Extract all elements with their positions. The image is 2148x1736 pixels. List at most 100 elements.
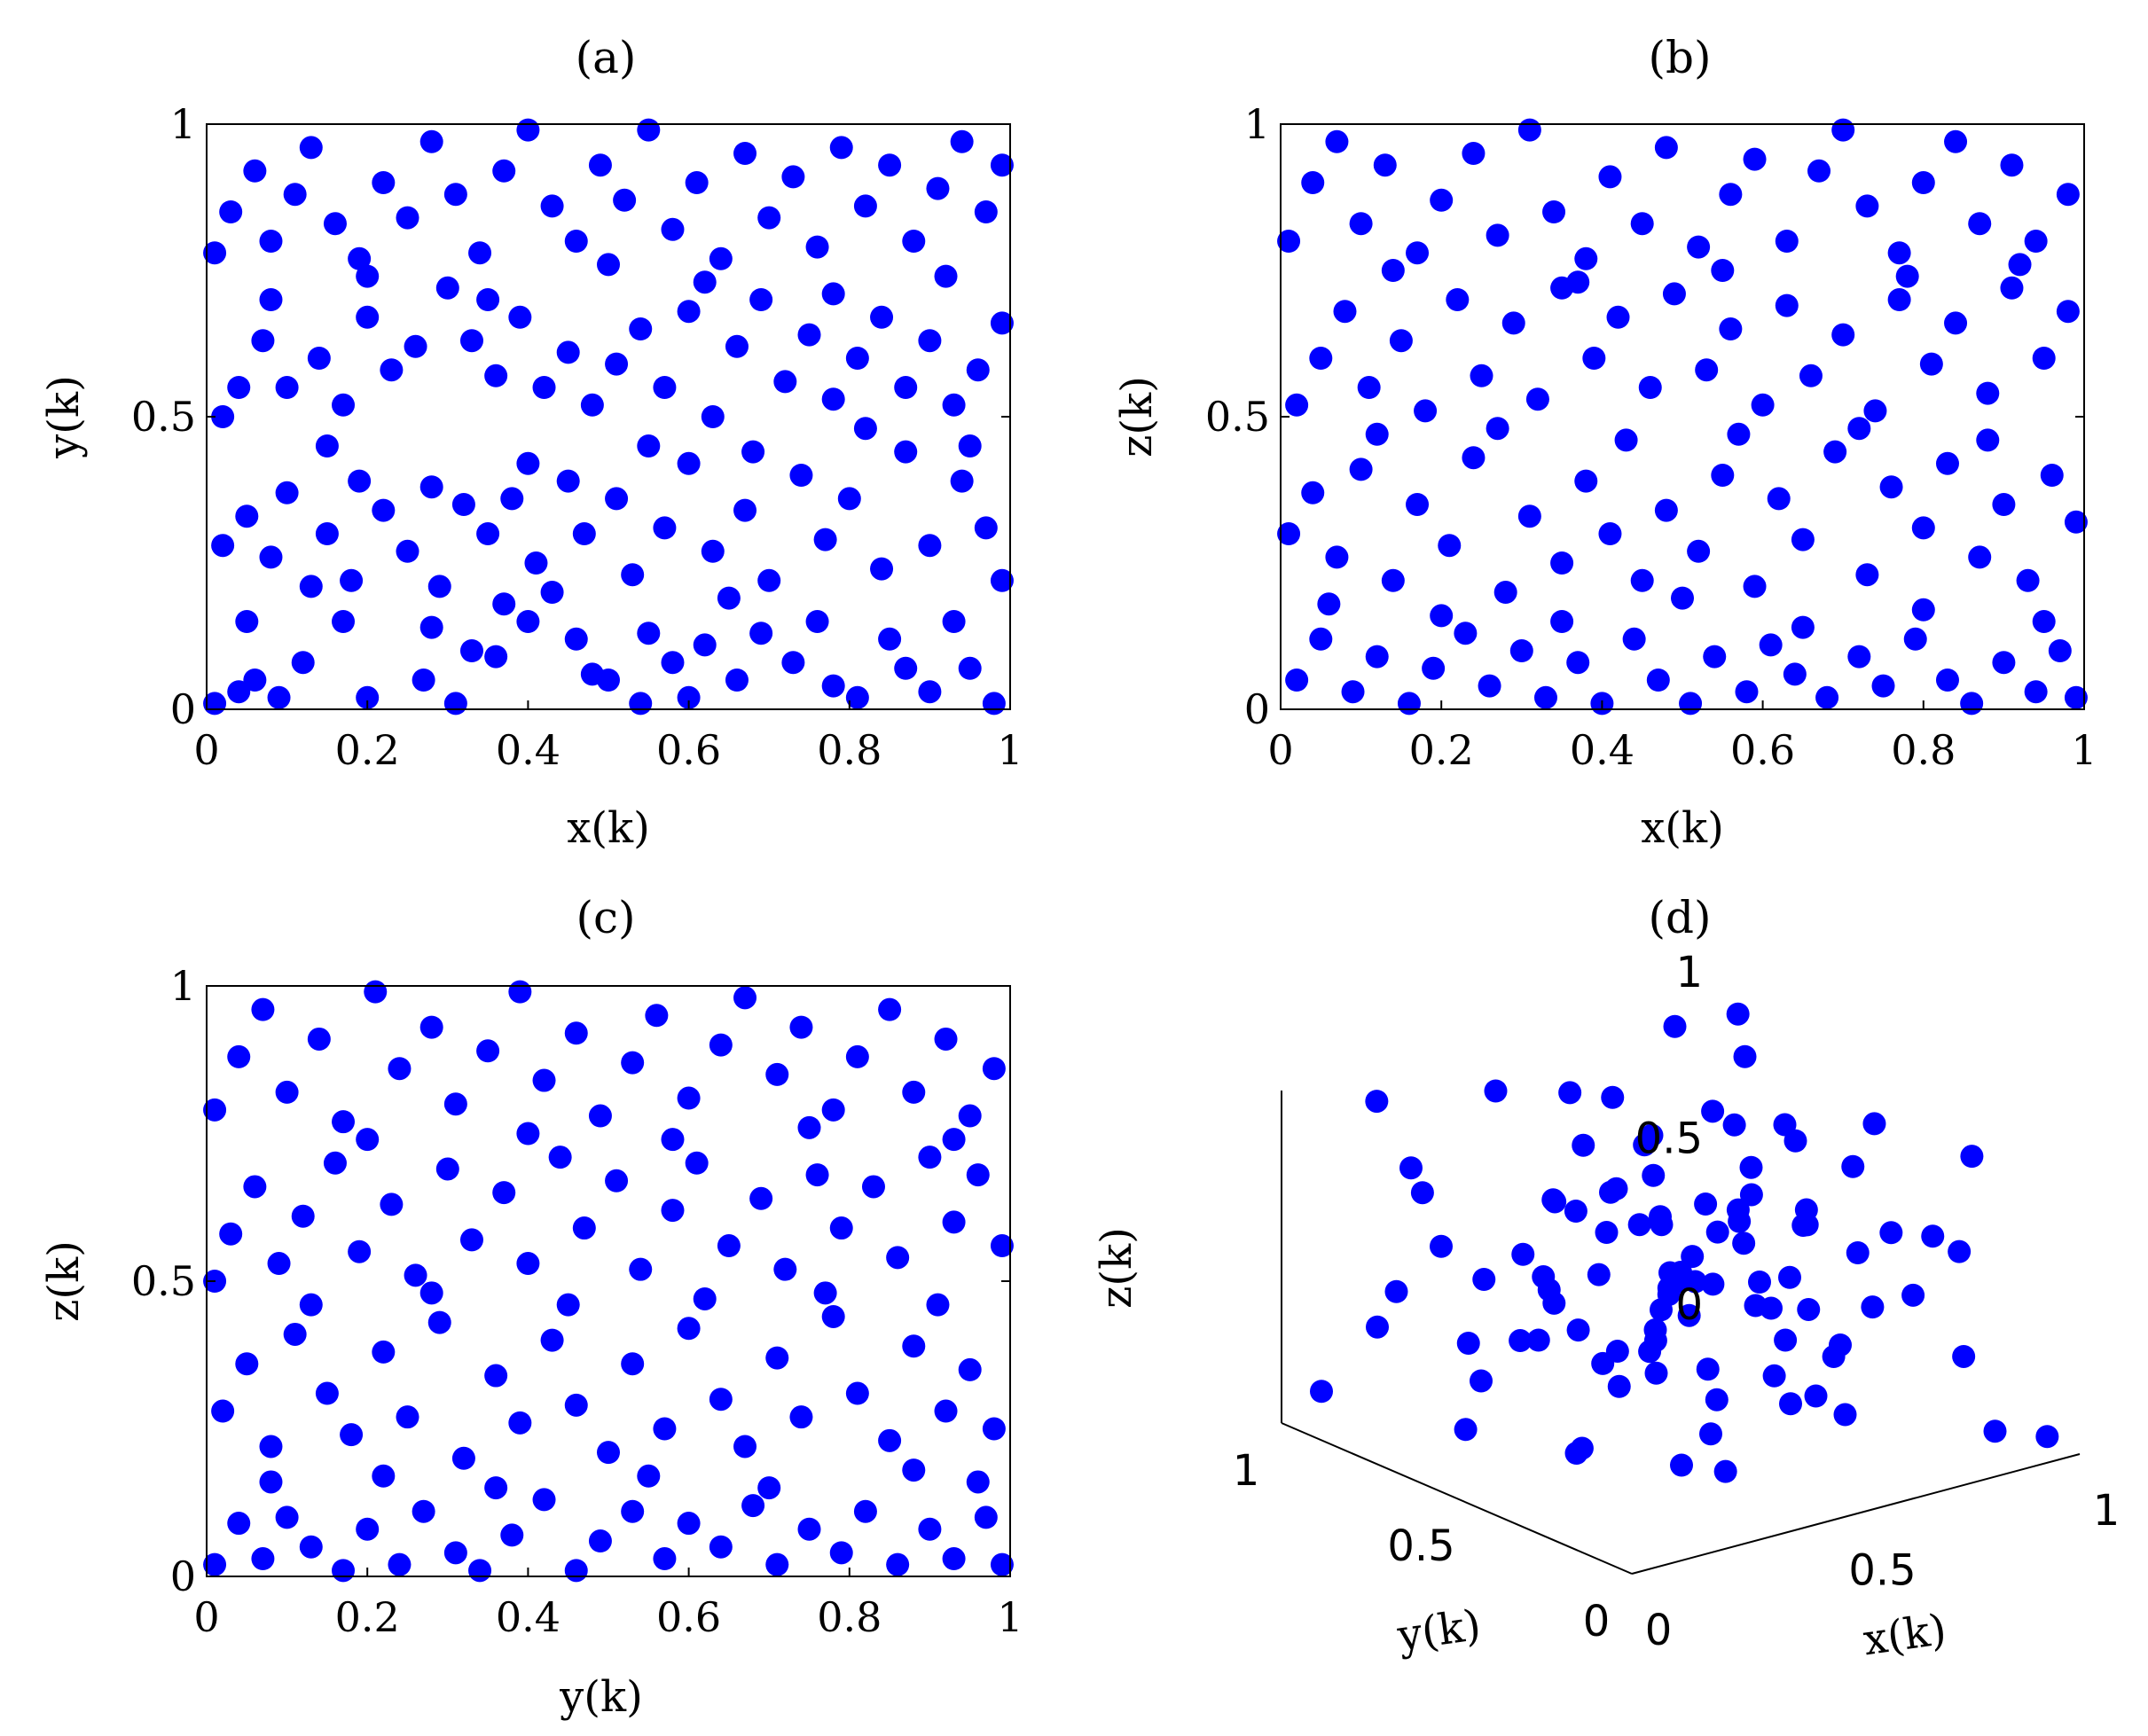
panel-b-point	[1791, 528, 1815, 551]
panel-b-point	[1349, 212, 1373, 236]
panel-a-point	[348, 246, 372, 270]
panel-c-point	[749, 1186, 773, 1210]
panel-c-point	[990, 1234, 1014, 1258]
panel-b-point	[1751, 393, 1775, 417]
panel-c-xtick-label: 0.2	[335, 1593, 400, 1641]
panel-a-point	[805, 610, 829, 633]
panel-b-point	[1831, 323, 1855, 347]
panel-b-point	[1309, 347, 1333, 370]
panel-a-point	[950, 469, 974, 493]
panel-d-point	[1658, 1261, 1682, 1285]
panel-d-point	[1833, 1403, 1857, 1427]
panel-c-point	[677, 1317, 701, 1341]
panel-b-point	[1525, 387, 1549, 411]
panel-d-ytick-label: 1	[1233, 1446, 1260, 1496]
panel-b-point	[1719, 317, 1743, 340]
panel-c-point	[765, 1062, 789, 1086]
panel-b-xtick-label: 0.2	[1409, 726, 1474, 774]
panel-d-point	[1570, 1436, 1594, 1460]
panel-b-point	[1831, 118, 1855, 142]
panel-b-point	[1695, 358, 1719, 382]
panel-a-title: (a)	[576, 32, 637, 83]
panel-c-points	[203, 980, 1014, 1583]
panel-d-ylabel: y(k)	[1394, 1600, 1485, 1662]
panel-c-point	[451, 1446, 475, 1470]
panel-d-point	[1728, 1209, 1752, 1233]
panel-c-point	[845, 1381, 869, 1405]
panel-c-point	[677, 1086, 701, 1110]
panel-b-point	[1911, 516, 1935, 540]
panel-a-point	[621, 563, 645, 587]
panel-c-point	[283, 1322, 307, 1346]
panel-a-point	[476, 288, 500, 311]
panel-b-ytick-label: 0.5	[1205, 393, 1270, 441]
panel-a-point	[348, 469, 372, 493]
panel-d-ytick-label: 0.5	[1387, 1521, 1454, 1571]
panel-a-point	[315, 434, 339, 457]
panel-a-xticks: 0 0.2 0.4 0.6 0.8 1	[193, 700, 1023, 774]
panel-a-point	[307, 347, 331, 370]
panel-b-point	[1630, 212, 1654, 236]
panel-a-point	[701, 405, 725, 428]
panel-b-point	[1622, 627, 1646, 651]
panel-b-point	[1791, 615, 1815, 639]
panel-d-point	[1841, 1154, 1865, 1178]
panel-b-point	[1992, 651, 2016, 675]
panel-d-point	[1822, 1345, 1846, 1369]
panel-c-point	[813, 1281, 837, 1305]
panel-c-point	[251, 1547, 275, 1571]
panel-c-ylabel: z(k)	[39, 1240, 89, 1322]
panel-c-point	[845, 1044, 869, 1068]
panel-d-point	[1797, 1297, 1821, 1321]
panel-b-point	[2000, 276, 2024, 300]
panel-a-point	[372, 171, 396, 194]
panel-b-point	[2048, 639, 2072, 662]
panel-c-point	[259, 1435, 283, 1458]
panel-b-title: (b)	[1648, 32, 1711, 83]
panel-c-point	[564, 1021, 588, 1045]
panel-c-point	[765, 1552, 789, 1576]
panel-c-point	[926, 1293, 950, 1317]
panel-b-point	[1598, 165, 1622, 189]
panel-c-point	[637, 1464, 661, 1488]
panel-a-point	[468, 241, 492, 265]
panel-d-point	[1681, 1245, 1705, 1269]
panel-b-point	[1509, 639, 1533, 662]
panel-a-point	[203, 241, 227, 265]
panel-a-point	[605, 352, 629, 376]
panel-d-y-axis-line	[1281, 1422, 1633, 1575]
panel-d-point	[1607, 1374, 1631, 1398]
panel-b-ytick-label: 0	[1244, 685, 1270, 733]
panel-d-point	[1713, 1459, 1737, 1483]
panel-a-point	[958, 656, 982, 680]
panel-b-point	[1325, 545, 1349, 569]
panel-b-point	[1783, 662, 1807, 686]
panel-b-point	[1381, 568, 1405, 592]
panel-c-point	[789, 1405, 813, 1429]
panel-c-point	[572, 1216, 596, 1240]
panel-d-point	[1862, 1112, 1886, 1136]
panel-d-zlabel: z(k)	[1092, 1227, 1141, 1309]
panel-b-point	[1486, 223, 1509, 247]
panel-a-point	[677, 685, 701, 709]
panel-a-yticks: 00.51	[131, 100, 1010, 733]
panel-b-point	[1654, 498, 1678, 522]
panel-b-point	[1478, 674, 1501, 698]
panel-b-point	[1855, 563, 1879, 587]
panel-b-point	[1357, 376, 1381, 399]
panel-a-point	[291, 651, 315, 675]
panel-d-xtick-label: 0.5	[1848, 1546, 1916, 1596]
panel-b-point	[1606, 305, 1630, 329]
panel-b-point	[1630, 568, 1654, 592]
panel-d-point	[1694, 1193, 1718, 1216]
panel-b-point	[1903, 627, 1927, 651]
panel-c-point	[315, 1381, 339, 1405]
panel-a-point	[934, 264, 958, 288]
panel-b-point	[1285, 669, 1309, 692]
panel-b-point	[1430, 604, 1454, 628]
panel-b-ylabel: z(k)	[1112, 376, 1162, 457]
panel-b-point	[1638, 376, 1662, 399]
panel-c-point	[709, 1388, 733, 1411]
panel-c-xlabel: y(k)	[559, 1672, 643, 1722]
panel-d-point	[1511, 1242, 1535, 1266]
